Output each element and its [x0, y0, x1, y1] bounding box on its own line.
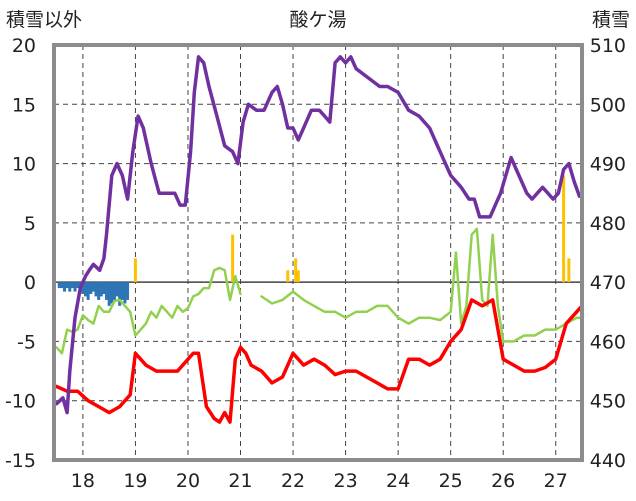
- right-axis-title: 積雪: [592, 9, 630, 31]
- blue-bar: [63, 282, 67, 292]
- grid-lines: [54, 45, 582, 460]
- blue-bar: [65, 282, 69, 289]
- left-tick-label: 20: [12, 35, 36, 57]
- blue-bar: [97, 282, 101, 300]
- x-tick-label: 22: [281, 470, 305, 492]
- precipitation-bar: [562, 175, 566, 283]
- blue-bar: [89, 282, 93, 294]
- temperature-line: [55, 227, 584, 355]
- right-tick-label: 440: [590, 450, 626, 472]
- blue-bar: [76, 282, 80, 289]
- blue-bar: [123, 282, 127, 304]
- blue-bar: [81, 282, 85, 294]
- right-tick-label: 510: [590, 35, 626, 57]
- blue-bar: [94, 282, 98, 297]
- plot-frame: [52, 43, 584, 462]
- right-tick-label: 470: [590, 272, 626, 294]
- left-tick-label: 0: [24, 272, 36, 294]
- right-tick-label: 500: [590, 94, 626, 116]
- x-tick-label: 18: [71, 470, 95, 492]
- bar-layer: [57, 175, 571, 306]
- blue-bar: [70, 282, 74, 289]
- blue-bar: [84, 282, 88, 297]
- x-tick-label: 20: [176, 470, 200, 492]
- blue-bar: [102, 282, 106, 294]
- precipitation-bar: [296, 270, 300, 283]
- blue-bar: [60, 282, 64, 289]
- blue-bar: [120, 282, 124, 300]
- chart-title: 酸ケ湯: [289, 9, 346, 31]
- blue-bar: [68, 282, 72, 292]
- line-layer: [54, 55, 584, 424]
- precipitation-bar: [133, 258, 137, 283]
- blue-bar: [57, 282, 61, 289]
- right-tick-label: 460: [590, 331, 626, 353]
- tick-labels: 20 15 10 5 0 -5 -10 -15 510 500 490 480 470 460 450 440…: [5, 35, 626, 492]
- left-tick-label: 15: [12, 94, 36, 116]
- left-tick-label: 5: [24, 213, 36, 235]
- x-tick-label: 24: [386, 470, 410, 492]
- left-tick-label: -15: [5, 450, 36, 472]
- blue-bar: [73, 282, 77, 292]
- blue-bar: [112, 282, 116, 300]
- left-axis-title: 積雪以外: [6, 9, 82, 31]
- x-tick-label: 21: [228, 470, 252, 492]
- left-tick-label: 10: [12, 154, 36, 176]
- blue-bar: [110, 282, 114, 304]
- precipitation-bar: [294, 258, 298, 283]
- blue-bar: [105, 282, 109, 300]
- precipitation-bar: [231, 234, 235, 283]
- right-tick-label: 450: [590, 391, 626, 413]
- plot-border: [52, 43, 584, 462]
- precipitation-bar: [286, 270, 290, 283]
- blue-bar: [91, 282, 95, 292]
- x-tick-label: 19: [123, 470, 147, 492]
- right-tick-label: 490: [590, 154, 626, 176]
- blue-bar: [126, 282, 130, 300]
- x-tick-label: 23: [333, 470, 357, 492]
- left-tick-label: -10: [5, 391, 36, 413]
- precipitation-bar: [567, 258, 571, 283]
- snow-depth-line: [54, 55, 582, 415]
- blue-bar: [118, 282, 122, 306]
- x-tick-label: 26: [491, 470, 515, 492]
- blue-bar: [99, 282, 103, 297]
- blue-bar: [86, 282, 90, 300]
- x-tick-label: 25: [439, 470, 463, 492]
- dew-point-line: [54, 298, 584, 424]
- left-tick-label: -5: [17, 331, 36, 353]
- right-tick-label: 480: [590, 213, 626, 235]
- blue-bar: [107, 282, 111, 306]
- x-tick-label: 27: [544, 470, 568, 492]
- blue-bar: [115, 282, 119, 297]
